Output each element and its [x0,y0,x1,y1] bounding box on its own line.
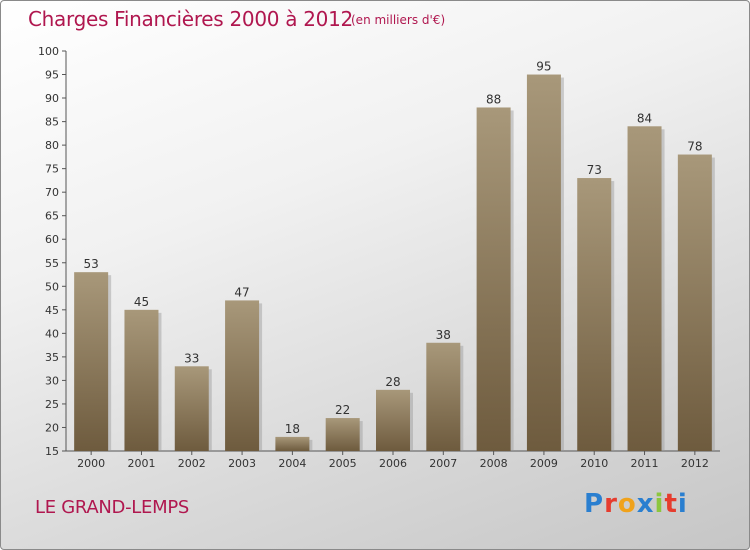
bar-2008 [476,107,511,452]
data-label-2008: 88 [486,92,501,106]
x-tick-label: 2001 [127,457,155,470]
bar-2012 [677,154,712,451]
x-tick-label: 2012 [681,457,709,470]
x-tick-label: 2002 [178,457,206,470]
x-tick-label: 2003 [228,457,256,470]
y-tick-label: 95 [45,69,59,82]
y-axis: 15 20 25 30 35 40 45 50 55 60 65 70 75 80 85 90 95 100 [38,45,67,458]
bars [74,74,715,452]
y-tick-label: 35 [45,351,59,364]
bar-2001 [124,309,159,451]
y-tick-label: 75 [45,163,59,176]
y-tick-label: 25 [45,398,59,411]
data-label-2004: 18 [285,422,300,436]
x-tick-label: 2007 [429,457,457,470]
data-label-2000: 53 [84,257,99,271]
proxiti-logo[interactable]: Proxiti [584,489,688,519]
x-tick-label: 2008 [480,457,508,470]
bar-2003 [225,300,260,451]
data-label-2006: 28 [385,375,400,389]
x-tick-label: 2005 [329,457,357,470]
data-label-2002: 33 [184,351,199,365]
commune-name: LE GRAND-LEMPS [35,497,189,518]
y-tick-label: 60 [45,233,59,246]
x-axis: 2000 2001 2002 2003 2004 2005 2006 2007 2008 2009… [66,450,720,470]
chart-subtitle: (en milliers d'€) [351,13,446,27]
bar-2004 [275,436,310,451]
y-tick-label: 30 [45,374,59,387]
bar-2011 [627,126,662,451]
x-tick-label: 2011 [631,457,659,470]
y-tick-label: 50 [45,280,59,293]
data-label-2005: 22 [335,403,350,417]
data-label-2012: 78 [687,140,702,154]
x-tick-label: 2000 [77,457,105,470]
x-tick-label: 2010 [580,457,608,470]
data-label-2007: 38 [436,328,451,342]
data-labels: 53 45 33 47 18 22 28 38 88 95 73 84 78 [84,60,703,436]
chart-title: Charges Financières 2000 à 2012 [28,7,353,31]
bar-2005 [325,418,360,451]
y-tick-label: 90 [45,92,59,105]
y-tick-label: 100 [38,45,59,58]
x-tick-label: 2006 [379,457,407,470]
y-tick-label: 20 [45,421,59,434]
y-tick-label: 15 [45,445,59,458]
y-tick-label: 85 [45,116,59,129]
x-tick-label: 2009 [530,457,558,470]
bar-2009 [526,74,561,451]
bar-2002 [174,366,209,451]
bar-2000 [74,272,109,451]
data-label-2003: 47 [234,285,249,299]
data-label-2009: 95 [536,60,551,74]
y-tick-label: 40 [45,327,59,340]
data-label-2010: 73 [587,163,602,177]
bar-2006 [376,389,410,451]
x-tick-label: 2004 [278,457,306,470]
y-tick-label: 80 [45,139,59,152]
y-tick-label: 65 [45,210,59,223]
bar-2010 [577,178,612,451]
data-label-2011: 84 [637,111,652,125]
y-tick-label: 45 [45,304,59,317]
y-tick-label: 70 [45,186,59,199]
data-label-2001: 45 [134,295,149,309]
bar-2007 [426,342,461,451]
y-tick-label: 55 [45,257,59,270]
